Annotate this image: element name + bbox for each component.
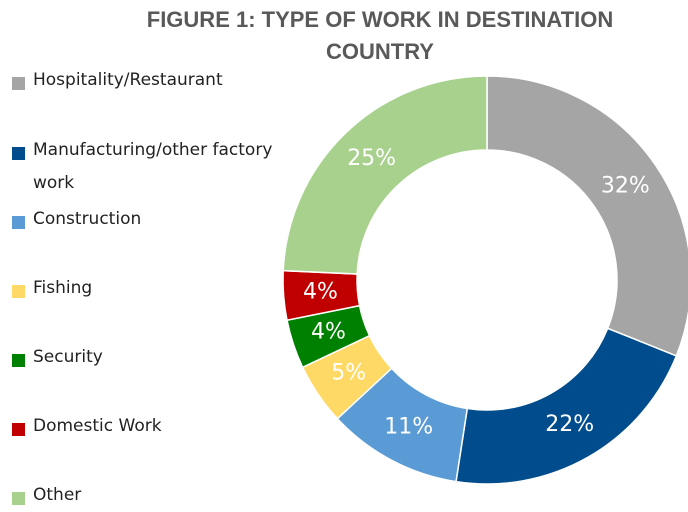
legend-label: Fishing <box>33 278 93 298</box>
legend-label: Hospitality/Restaurant <box>33 70 223 90</box>
legend-swatch <box>12 216 25 229</box>
legend-item: Domestic Work <box>12 410 312 443</box>
legend-label: Manufacturing/other factory work <box>33 140 273 193</box>
legend-swatch <box>12 285 25 298</box>
legend-swatch <box>12 147 25 160</box>
legend-swatch <box>12 423 25 436</box>
legend-item: Manufacturing/other factory work <box>12 134 312 200</box>
legend-item: Other <box>12 479 312 512</box>
donut-slice <box>486 75 688 357</box>
data-label: 22% <box>545 412 594 437</box>
donut-slice <box>282 75 488 275</box>
data-label: 25% <box>347 146 396 171</box>
legend-item: Hospitality/Restaurant <box>12 64 312 97</box>
legend-label: Domestic Work <box>33 416 162 436</box>
data-label: 11% <box>384 415 433 440</box>
data-label: 5% <box>331 361 366 386</box>
chart-title: FIGURE 1: TYPE OF WORK IN DESTINATION CO… <box>146 7 614 64</box>
legend-label: Construction <box>33 209 142 229</box>
legend-swatch <box>12 354 25 367</box>
data-label: 4% <box>311 320 346 345</box>
data-label: 32% <box>601 173 650 198</box>
legend-item: Security <box>12 341 312 374</box>
legend-item: Fishing <box>12 272 312 305</box>
legend-swatch <box>12 492 25 505</box>
legend-swatch <box>12 77 25 90</box>
legend-item: Construction <box>12 203 312 236</box>
legend-label: Security <box>33 347 103 367</box>
data-label: 4% <box>303 280 338 305</box>
legend-label: Other <box>33 485 82 505</box>
donut-slice <box>455 327 678 485</box>
